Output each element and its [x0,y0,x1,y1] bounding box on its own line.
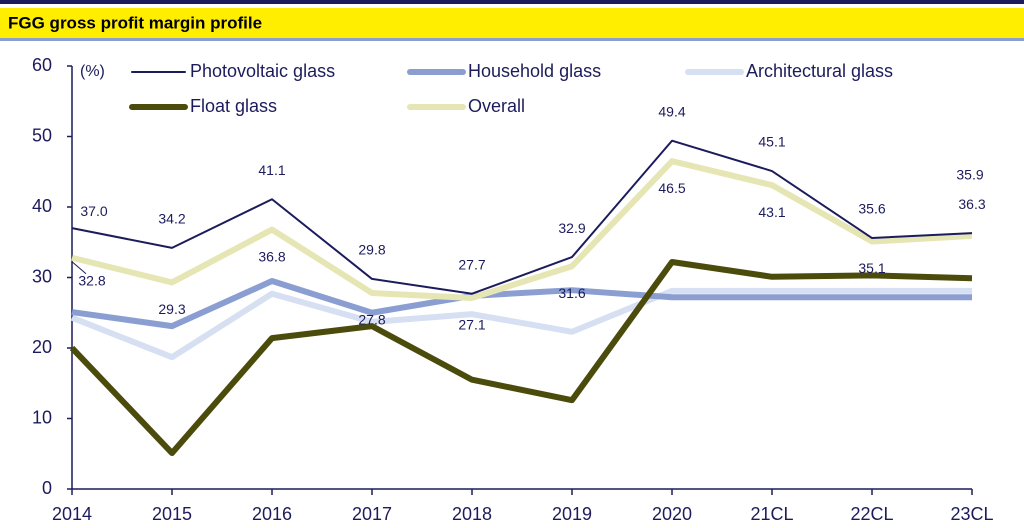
x-tick-label: 2017 [352,504,392,524]
data-label: 41.1 [258,162,285,178]
y-tick-label: 20 [32,337,52,357]
x-tick-label: 21CL [750,504,793,524]
data-label: 35.6 [858,201,885,217]
legend-label: Household glass [468,61,601,81]
data-label: 36.8 [258,248,285,264]
series-line [71,278,972,330]
data-label: 43.1 [758,204,785,220]
top-rule [0,0,1024,4]
leader-line [71,261,87,275]
data-label: 45.1 [758,134,785,150]
data-label: 32.8 [78,272,105,288]
y-tick-label: 0 [42,478,52,498]
series-line [71,139,973,295]
chart-title: FGG gross profit margin profile [8,13,262,32]
data-label: 46.5 [658,180,685,196]
y-tick-label: 60 [32,55,52,75]
x-tick-label: 23CL [950,504,993,524]
data-label: 37.0 [80,203,107,219]
data-label: 27.8 [358,312,385,328]
title-rule [0,38,1024,41]
y-tick-label: 10 [32,407,52,427]
y-tick-label: 40 [32,196,52,216]
x-tick-label: 2018 [452,504,492,524]
data-label: 32.9 [558,220,585,236]
legend-label: Architectural glass [746,61,893,81]
data-label: 27.1 [458,317,485,333]
series-line [70,287,972,361]
y-tick-label: 30 [32,266,52,286]
data-label: 34.2 [158,211,185,227]
data-label: 35.9 [956,167,983,183]
x-tick-label: 2015 [152,504,192,524]
series-line [71,158,973,301]
y-tick-label: 50 [32,125,52,145]
data-label: 35.1 [858,260,885,276]
title-bar [0,8,1024,38]
data-label: 31.6 [558,285,585,301]
x-tick-label: 2016 [252,504,292,524]
data-label: 29.8 [358,242,385,258]
series-line [69,258,973,457]
data-label: 49.4 [658,103,685,119]
x-tick-label: 2019 [552,504,592,524]
legend-label: Photovoltaic glass [190,61,335,81]
x-tick-label: 2020 [652,504,692,524]
data-label: 29.3 [158,301,185,317]
x-tick-label: 2014 [52,504,92,524]
data-label: 27.7 [458,256,485,272]
legend-label: Float glass [190,96,277,116]
x-tick-label: 22CL [850,504,893,524]
legend-label: Overall [468,96,525,116]
y-axis-label: (%) [80,63,105,80]
data-label: 36.3 [958,196,985,212]
